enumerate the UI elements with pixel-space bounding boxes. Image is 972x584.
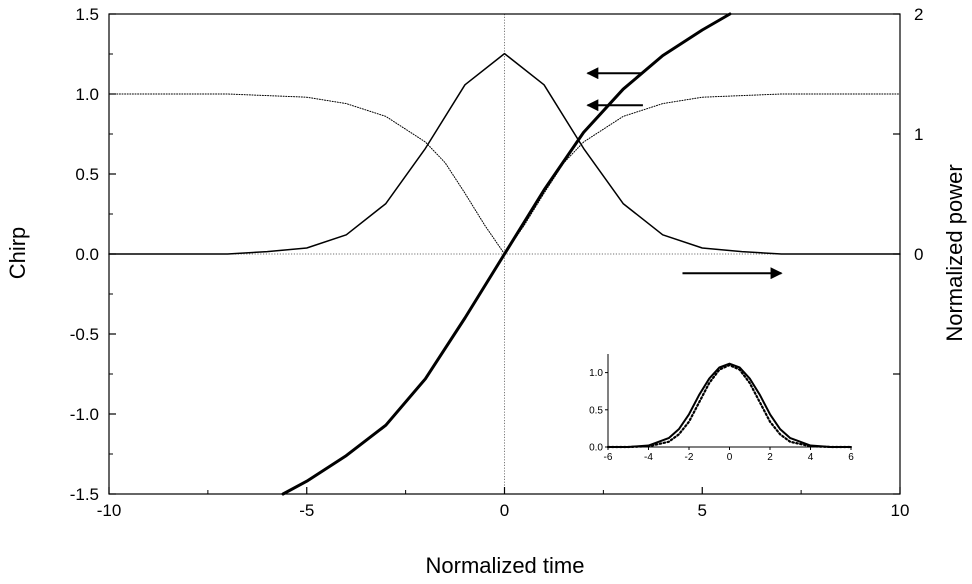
series-line-2-dotted (108, 93, 901, 255)
inset-x-tick-label: 2 (767, 452, 773, 463)
arrow-annotations (586, 67, 783, 280)
inset-x-tick-label: -4 (644, 452, 653, 463)
y-tick-label: -1.0 (70, 405, 99, 424)
x-tick-label: 0 (500, 501, 509, 520)
inset-series-group (606, 362, 853, 449)
inset-plot: -6 -4 -2 0 2 4 6 0.0 0.5 1.0 (558, 344, 863, 467)
inset-series-line-1-dotted (606, 364, 853, 449)
inset-x-tick-label: 6 (848, 452, 854, 463)
inset-background (558, 344, 863, 467)
series-line-1-thin-solid (108, 52, 901, 255)
inset-x-axis-ticks: -6 -4 -2 0 2 4 6 (604, 447, 854, 463)
y-tick-label: 0.0 (75, 245, 99, 264)
y-tick-label: 1.5 (75, 5, 99, 24)
y-tick-label: -1.5 (70, 485, 99, 504)
main-plot: -10 -5 0 5 10 -1.5 -1.0 -0.5 0.0 0.5 1.0 1.5 0 1 2 N… (5, 5, 967, 578)
inset-x-tick-label: -2 (685, 452, 694, 463)
x-tick-label: -10 (97, 501, 122, 520)
y-axis-ticks: -1.5 -1.0 -0.5 0.0 0.5 1.0 1.5 (70, 5, 116, 504)
y2-axis-ticks: 0 1 2 (893, 5, 923, 495)
x-tick-label: 10 (891, 501, 910, 520)
x-axis-title: Normalized time (426, 553, 585, 578)
y-tick-label: 1.0 (75, 85, 99, 104)
y2-tick-label: 1 (914, 125, 923, 144)
inset-x-tick-label: 0 (727, 452, 733, 463)
y2-tick-label: 0 (914, 245, 923, 264)
y2-tick-label: 2 (914, 5, 923, 24)
inset-y-axis-ticks: 0.0 0.5 1.0 (589, 368, 608, 454)
inset-y-tick-label: 0.0 (589, 443, 603, 454)
y-axis-title: Chirp (5, 227, 30, 280)
y2-axis-title: Normalized power (942, 164, 967, 341)
x-tick-label: -5 (299, 501, 314, 520)
y-tick-label: -0.5 (70, 325, 99, 344)
y-tick-label: 0.5 (75, 165, 99, 184)
x-tick-label: 5 (698, 501, 707, 520)
inset-series-line-0-solid (607, 362, 852, 448)
inset-y-tick-label: 1.0 (589, 368, 603, 379)
inset-x-tick-label: 4 (808, 452, 814, 463)
inset-y-tick-label: 0.5 (589, 405, 603, 416)
x-axis-ticks: -10 -5 0 5 10 (97, 487, 910, 520)
inset-x-tick-label: -6 (604, 452, 613, 463)
main-series-group (108, 12, 901, 496)
